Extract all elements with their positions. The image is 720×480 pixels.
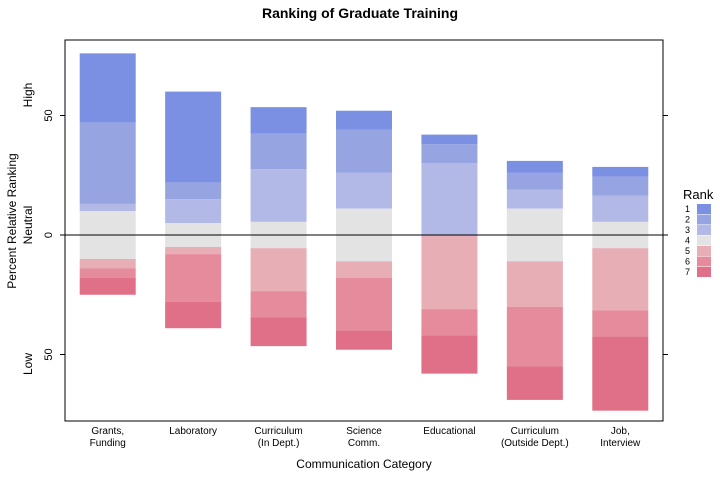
bar-segment-rank-1 — [506, 160, 563, 173]
bar-segment-rank-2 — [336, 129, 392, 173]
bar-segment-rank-3 — [165, 199, 222, 224]
bar-segment-rank-2 — [421, 144, 478, 164]
legend-label: 6 — [685, 257, 690, 267]
bar-segment-rank-6 — [421, 309, 478, 336]
legend-label: 4 — [685, 236, 690, 246]
bar-segment-rank-1 — [165, 91, 222, 183]
y-tick-label: 50 — [43, 109, 55, 121]
legend-label: 5 — [685, 246, 690, 256]
legend-swatch-rank-7 — [697, 267, 711, 277]
bar-segment-rank-6 — [592, 310, 649, 337]
bar-segment-rank-5 — [592, 248, 649, 311]
bar-segment-rank-1 — [336, 110, 392, 130]
legend-swatch-rank-3 — [697, 225, 711, 235]
bar-segment-rank-3 — [506, 189, 563, 209]
legend-swatch-rank-2 — [697, 214, 711, 225]
y-label-high: High — [21, 83, 35, 108]
legend-label: 7 — [685, 267, 690, 277]
bars-group — [79, 53, 649, 411]
x-tick-label: Grants, Funding — [90, 426, 126, 449]
legend-label: 1 — [685, 204, 690, 214]
y-ticks: 50 0 50 — [43, 109, 668, 361]
bar-segment-rank-5 — [506, 261, 563, 307]
bar-segment-rank-1 — [592, 166, 649, 177]
bar-segment-rank-7 — [592, 336, 649, 411]
bar-segment-rank-5 — [336, 261, 392, 279]
legend-label: 2 — [685, 215, 690, 225]
bar-segment-rank-7 — [421, 335, 478, 374]
bar-segment-rank-1 — [250, 107, 307, 134]
x-tick-label: Curriculum (Outside Dept.) — [501, 426, 569, 449]
bar-segment-rank-7 — [506, 366, 563, 400]
legend-label: 3 — [685, 225, 690, 235]
y-axis-label: Percent Relative Ranking — [5, 153, 19, 288]
bar-segment-rank-7 — [250, 317, 307, 347]
bar-segment-rank-6 — [336, 278, 392, 331]
bar-segment-rank-3 — [250, 169, 307, 222]
bar-segment-rank-7 — [165, 301, 222, 329]
x-tick-label: Curriculum (In Dept.) — [254, 426, 302, 449]
bar-segment-rank-6 — [250, 291, 307, 318]
bar-segment-rank-3 — [421, 163, 478, 235]
bar-segment-rank-1 — [79, 53, 136, 123]
y-tick-label: 50 — [43, 348, 55, 360]
bar-segment-rank-2 — [165, 182, 222, 200]
legend-swatch-rank-1 — [697, 204, 711, 214]
y-tick-label: 0 — [43, 232, 55, 238]
bar-segment-rank-6 — [506, 306, 563, 367]
bar-segment-rank-2 — [506, 172, 563, 190]
y-label-neutral: Neutral — [21, 206, 35, 245]
bar-segment-rank-5 — [421, 235, 478, 310]
bar-segment-rank-5 — [250, 248, 307, 292]
x-axis-label: Communication Category — [296, 457, 431, 471]
bar-segment-rank-3 — [336, 172, 392, 209]
bar-segment-rank-7 — [79, 278, 136, 295]
bar-segment-rank-3 — [592, 195, 649, 222]
bar-segment-rank-6 — [79, 268, 136, 279]
x-tick-label: Laboratory — [169, 426, 217, 437]
x-tick-label: Educational — [423, 426, 475, 437]
bar-segment-rank-1 — [421, 134, 478, 145]
bar-segment-rank-2 — [79, 122, 136, 204]
legend-swatch-rank-5 — [697, 246, 711, 256]
legend-title: Rank — [683, 187, 714, 202]
bar-segment-rank-2 — [592, 176, 649, 196]
x-tick-label: Science Comm. — [346, 426, 382, 449]
bar-segment-rank-6 — [165, 254, 222, 302]
x-ticks: Grants, Funding Laboratory Curriculum (In De… — [90, 426, 641, 449]
bar-segment-rank-5 — [79, 258, 136, 269]
bar-segment-rank-3 — [79, 203, 136, 212]
bar-segment-rank-5 — [165, 246, 222, 255]
legend-swatch-rank-4 — [697, 235, 711, 246]
x-tick-label: Job, Interview — [600, 426, 641, 449]
bar-segment-rank-7 — [336, 330, 392, 350]
plot-frame — [64, 39, 664, 422]
chart-title: Ranking of Graduate Training — [262, 5, 458, 21]
bar-segment-rank-2 — [250, 133, 307, 170]
legend-swatch-rank-6 — [697, 256, 711, 267]
y-label-low: Low — [21, 353, 35, 375]
